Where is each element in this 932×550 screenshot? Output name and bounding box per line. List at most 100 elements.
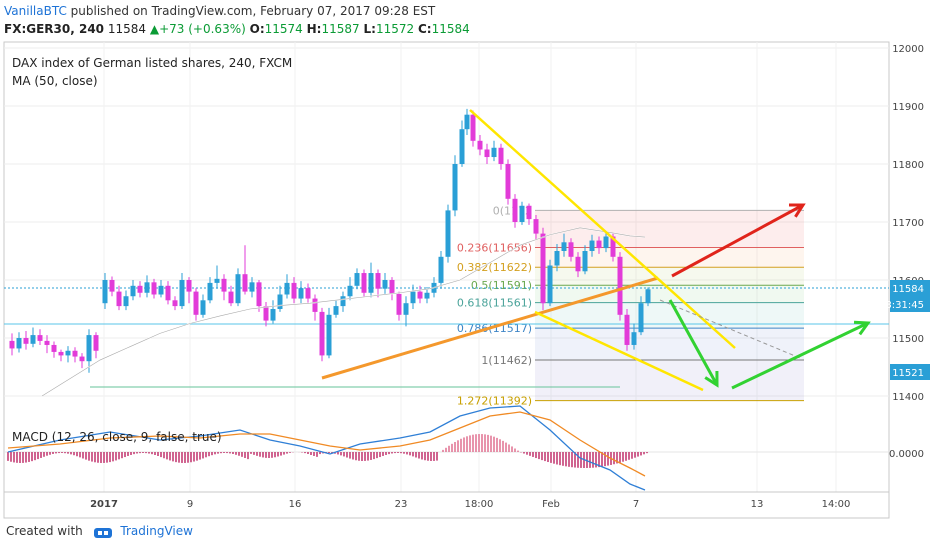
close-label: C: [417,22,432,36]
candle-body [298,288,304,299]
price-axis: 114001150011600117001180011900120000.000… [885,44,930,460]
open-label: O: [249,22,265,36]
author-link[interactable]: VanillaBTC [4,4,67,18]
candle-body [459,129,465,164]
drawings[interactable] [321,109,871,392]
candle-body [347,285,353,297]
high-label: H: [306,22,322,36]
candle-body [610,236,616,257]
candle-body [44,340,50,345]
up-arrow-icon: ▲ [149,22,160,36]
candle-body [193,291,199,315]
candle-body [291,282,297,299]
candle-body [312,298,318,312]
current-price-tag: 11584 [892,284,924,295]
macd-tick-label: 0.0000 [889,449,924,460]
candle-body [512,198,518,222]
candle-body [568,242,574,257]
candle-body [361,273,367,293]
tradingview-link[interactable]: TradingView [120,524,193,538]
ohlc-bar: FX:GER30, 240 11584 ▲+73 (+0.63%) O:1157… [4,22,470,36]
candle-body [9,340,15,349]
candle-body [554,251,560,266]
candle-body [624,314,630,345]
candle-body [102,280,108,304]
candle-body [645,289,651,304]
candle-body [270,309,276,321]
last-price: 11584 [107,22,147,36]
candle-body [424,292,430,299]
candle-body [464,114,470,130]
candle-body [179,280,185,307]
candle-body [144,282,150,293]
fib-zone [535,328,804,361]
low-label: L: [363,22,376,36]
candle-body [368,273,374,293]
high-value: 11587 [321,22,360,36]
macd-signal-line [7,411,646,477]
candle-body [333,306,339,315]
candle-body [540,233,546,304]
candle-body [263,306,269,321]
candle-body [484,149,490,158]
candle-body [256,282,262,307]
candle-body [575,256,581,272]
fib-level-label: 0(1172 [493,204,532,217]
candle-body [151,282,157,295]
time-tick-label: 14:00 [822,499,851,510]
price-tick-label: 11800 [892,160,924,171]
fib-zone [535,360,804,401]
candle-body [200,300,206,315]
macd-pane [4,405,889,491]
candle-body [165,285,171,301]
price-tick-label: 11900 [892,102,924,113]
time-tick-label: 13 [751,499,764,510]
candle-body [596,240,602,249]
created-with-text: Created with [6,524,83,538]
close-value: 11584 [431,22,470,36]
candle-body [410,291,416,304]
price-tick-label: 11500 [892,334,924,345]
low-value: 11572 [375,22,415,36]
candle-body [242,274,248,292]
candle-body [186,280,192,292]
candle-body [30,335,36,344]
open-value: 11574 [264,22,303,36]
macd-line [7,405,646,491]
candle-body [498,147,504,164]
candle-body [123,296,129,307]
candle-body [79,356,85,362]
candle-body [326,314,332,356]
candles [9,108,651,373]
fib-zone [535,285,804,303]
price-tick-label: 11700 [892,218,924,229]
candle-body [16,338,22,349]
fib-zone [535,247,804,268]
candle-body [603,236,609,249]
time-tick-label: 16 [289,499,302,510]
candle-body [477,140,483,150]
candle-body [319,311,325,356]
candle-body [638,303,644,333]
candle-body [505,164,511,199]
candle-body [158,285,164,295]
candle-body [37,335,43,341]
candle-body [130,285,136,297]
drop-arrow-head [704,370,719,388]
candle-body [51,344,57,352]
publish-text: published on TradingView.com, February 0… [66,4,436,18]
countdown-tag: 3:31:45 [885,300,924,311]
price-chart[interactable]: 0(1172 0.236(11656) 0.382(11622) 0.5(11591)… [0,0,932,520]
candle-body [23,338,29,344]
candle-body [403,303,409,315]
candle-body [491,147,497,158]
candle-body [561,242,567,251]
candle-body [375,273,381,289]
candle-body [396,293,402,315]
price-tick-label: 12000 [892,44,924,55]
publish-info: VanillaBTC published on TradingView.com,… [4,4,435,18]
falling-wedge-lower-line [534,310,704,392]
price-tick-label: 11400 [892,392,924,403]
candle-body [172,300,178,307]
symbol-label: FX:GER30, 240 [4,22,105,36]
